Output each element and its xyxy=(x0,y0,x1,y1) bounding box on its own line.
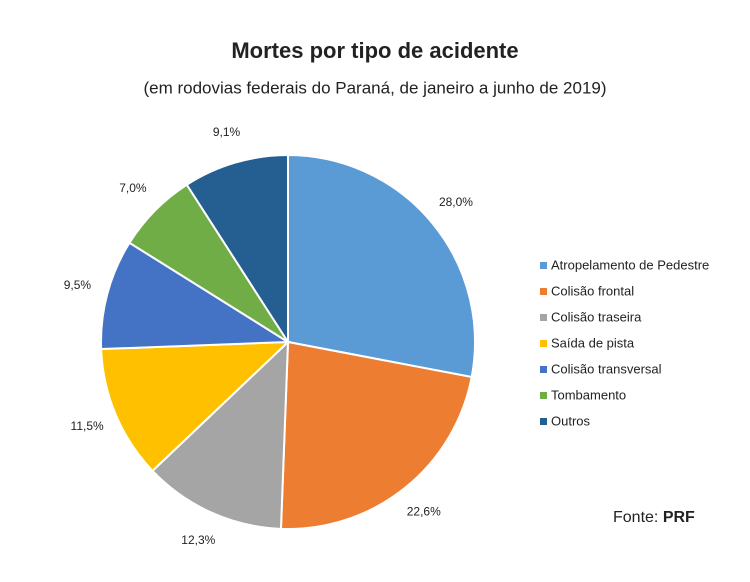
data-label: 7,0% xyxy=(119,181,147,195)
pie-slice xyxy=(185,153,289,346)
legend-label: Colisão frontal xyxy=(551,283,634,298)
legend-swatch xyxy=(540,288,547,295)
source-name: PRF xyxy=(663,509,695,526)
data-label: 28,0% xyxy=(439,195,473,209)
data-label: 12,3% xyxy=(181,533,215,547)
legend-label: Saída de pista xyxy=(551,335,635,350)
pie-slice xyxy=(151,339,290,530)
legend-swatch xyxy=(540,262,547,269)
legend-swatch xyxy=(540,366,547,373)
data-label: 9,1% xyxy=(213,125,241,139)
data-label: 9,5% xyxy=(64,278,92,292)
source: Fonte: PRF xyxy=(613,509,695,526)
chart-title: Mortes por tipo de acidente xyxy=(231,38,518,63)
legend-swatch xyxy=(540,418,547,425)
legend-label: Colisão traseira xyxy=(551,309,642,324)
data-label: 11,5% xyxy=(71,419,104,433)
legend-label: Outros xyxy=(551,413,591,428)
legend-label: Atropelamento de Pedestre xyxy=(551,257,709,272)
pie-slice xyxy=(279,340,473,530)
legend-label: Colisão transversal xyxy=(551,361,662,376)
legend-swatch xyxy=(540,392,547,399)
data-label: 22,6% xyxy=(407,505,441,519)
chart-subtitle: (em rodovias federais do Paraná, de jane… xyxy=(143,78,606,97)
legend-label: Tombamento xyxy=(551,387,626,402)
legend-swatch xyxy=(540,340,547,347)
pie-slice xyxy=(100,241,292,351)
pie-slice xyxy=(100,340,291,473)
legend-swatch xyxy=(540,314,547,321)
source-label: Fonte: xyxy=(613,509,658,526)
pie-slice xyxy=(287,153,476,379)
